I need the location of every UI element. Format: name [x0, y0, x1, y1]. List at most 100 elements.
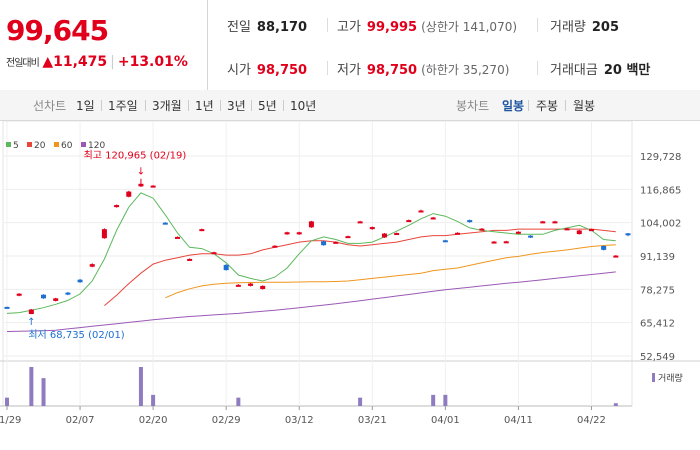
- trade-value-stat: 거래대금 20 백만: [550, 59, 650, 78]
- legend-swatch: [6, 142, 11, 147]
- candle-body: [41, 294, 47, 299]
- volume-bar: [443, 394, 448, 406]
- volume-bar: [431, 394, 436, 406]
- tab-separator: [528, 100, 529, 111]
- upper-limit: (상한가 141,070): [421, 20, 518, 34]
- candlestick-chart: 129,728 116,865 104,002 91,139 78,275 65,412 5…: [0, 121, 700, 426]
- candle-body: [467, 220, 473, 223]
- low-stat: 저가 98,750 (하한가 35,270): [337, 59, 509, 78]
- tab-separator: [220, 100, 221, 111]
- candle-body: [89, 264, 95, 267]
- candle-body: [28, 309, 34, 315]
- volume-bar: [5, 397, 9, 406]
- y-tick-label: 52,549: [640, 352, 675, 363]
- legend-swatch: [27, 142, 32, 147]
- plot-frame: [2, 121, 633, 407]
- tab-3-months[interactable]: 3개월: [152, 99, 182, 113]
- moving-average-5: [6, 192, 616, 314]
- trade-value: 20 백만: [603, 63, 651, 78]
- candle-body: [211, 252, 217, 255]
- candle-body: [150, 185, 156, 188]
- moving-average-20: [104, 228, 616, 306]
- open-stat: 시가 98,750: [227, 59, 307, 78]
- candle-body: [564, 228, 570, 231]
- candle-body: [101, 229, 107, 239]
- candle-body: [321, 241, 327, 246]
- volume-bar: [358, 397, 363, 406]
- tab-1-day[interactable]: 1일: [76, 99, 95, 113]
- change-divider: |: [110, 54, 115, 70]
- current-price: 99,645: [6, 14, 109, 47]
- candle-body: [479, 228, 485, 231]
- y-tick-label: 65,412: [640, 319, 675, 330]
- legend-label: 20: [34, 141, 46, 151]
- candle-body: [515, 231, 521, 234]
- candle-body: [540, 221, 546, 224]
- tab-5-years[interactable]: 5년: [258, 99, 277, 113]
- tab-10-years[interactable]: 10년: [290, 99, 317, 113]
- candle-body: [187, 258, 193, 261]
- chart-period-tabs: 선차트 1일 1주일 3개월 1년 3년 5년 10년 봉차트 일봉 주봉 월봉: [0, 90, 700, 121]
- y-tick-label: 91,139: [640, 252, 675, 263]
- change-amount: 11,475: [53, 54, 108, 70]
- candle-body: [357, 221, 363, 224]
- candle-body: [138, 183, 144, 187]
- candle-body: [284, 232, 290, 235]
- candle-body: [272, 245, 278, 248]
- candle-body: [333, 241, 339, 244]
- tab-1-year[interactable]: 1년: [195, 99, 214, 113]
- tab-1-week[interactable]: 1주일: [108, 99, 138, 113]
- candle-body: [576, 230, 582, 235]
- tab-daily-candle[interactable]: 일봉: [502, 99, 525, 113]
- down-arrow-icon: ↓: [137, 167, 145, 178]
- tab-separator: [283, 100, 284, 111]
- low-label: 저가: [337, 63, 361, 78]
- low-annotation: 최저 68,735 (02/01): [28, 329, 124, 341]
- up-arrow-icon: ↑: [27, 317, 35, 328]
- x-tick-label: 04/22: [577, 415, 606, 426]
- candle-body: [248, 283, 254, 286]
- x-tick-label: 02/07: [66, 415, 95, 426]
- tab-weekly-candle[interactable]: 주봉: [536, 99, 559, 113]
- moving-average-60: [165, 244, 616, 299]
- candle-body: [381, 233, 387, 238]
- prev-close-stat: 전일 88,170: [227, 16, 307, 35]
- x-tick-label: 03/21: [358, 415, 387, 426]
- tab-separator: [188, 100, 189, 111]
- low-value: 98,750: [366, 63, 418, 78]
- volume-bar: [151, 394, 156, 406]
- tab-3-years[interactable]: 3년: [227, 99, 246, 113]
- high-value: 99,995: [366, 20, 418, 35]
- candle-body: [235, 284, 241, 287]
- volume-legend-label: 거래량: [658, 372, 683, 384]
- candle-body: [77, 279, 83, 283]
- trade-value-label: 거래대금: [550, 63, 598, 78]
- lower-limit: (하한가 35,270): [421, 63, 510, 77]
- x-tick-label: 04/11: [504, 415, 533, 426]
- divider: [327, 18, 328, 32]
- candle-body: [588, 229, 594, 232]
- candle-body: [65, 292, 71, 295]
- candle-body: [613, 255, 619, 258]
- legend-label: 60: [61, 141, 73, 151]
- high-stat: 고가 99,995 (상한가 141,070): [337, 16, 517, 35]
- candle-body: [308, 221, 314, 228]
- prev-close-value: 88,170: [256, 20, 308, 35]
- candle-body: [260, 285, 266, 290]
- tab-separator: [145, 100, 146, 111]
- candle-body: [174, 236, 180, 239]
- candle-body: [394, 233, 400, 236]
- volume-bar: [236, 397, 241, 406]
- change-label: 전일대비: [6, 58, 40, 69]
- tab-monthly-candle[interactable]: 월봉: [573, 99, 596, 113]
- x-tick-label: 02/20: [139, 415, 168, 426]
- volume-bar: [138, 367, 143, 406]
- up-triangle-icon: ▲: [42, 54, 54, 70]
- x-tick-label: 02/29: [212, 415, 241, 426]
- volume-stat: 거래량 205: [550, 16, 619, 35]
- legend-swatch: [54, 142, 59, 147]
- x-tick-label: 01/29: [0, 415, 21, 426]
- candle-body: [53, 298, 59, 301]
- prev-close-label: 전일: [227, 20, 251, 35]
- open-value: 98,750: [256, 63, 308, 78]
